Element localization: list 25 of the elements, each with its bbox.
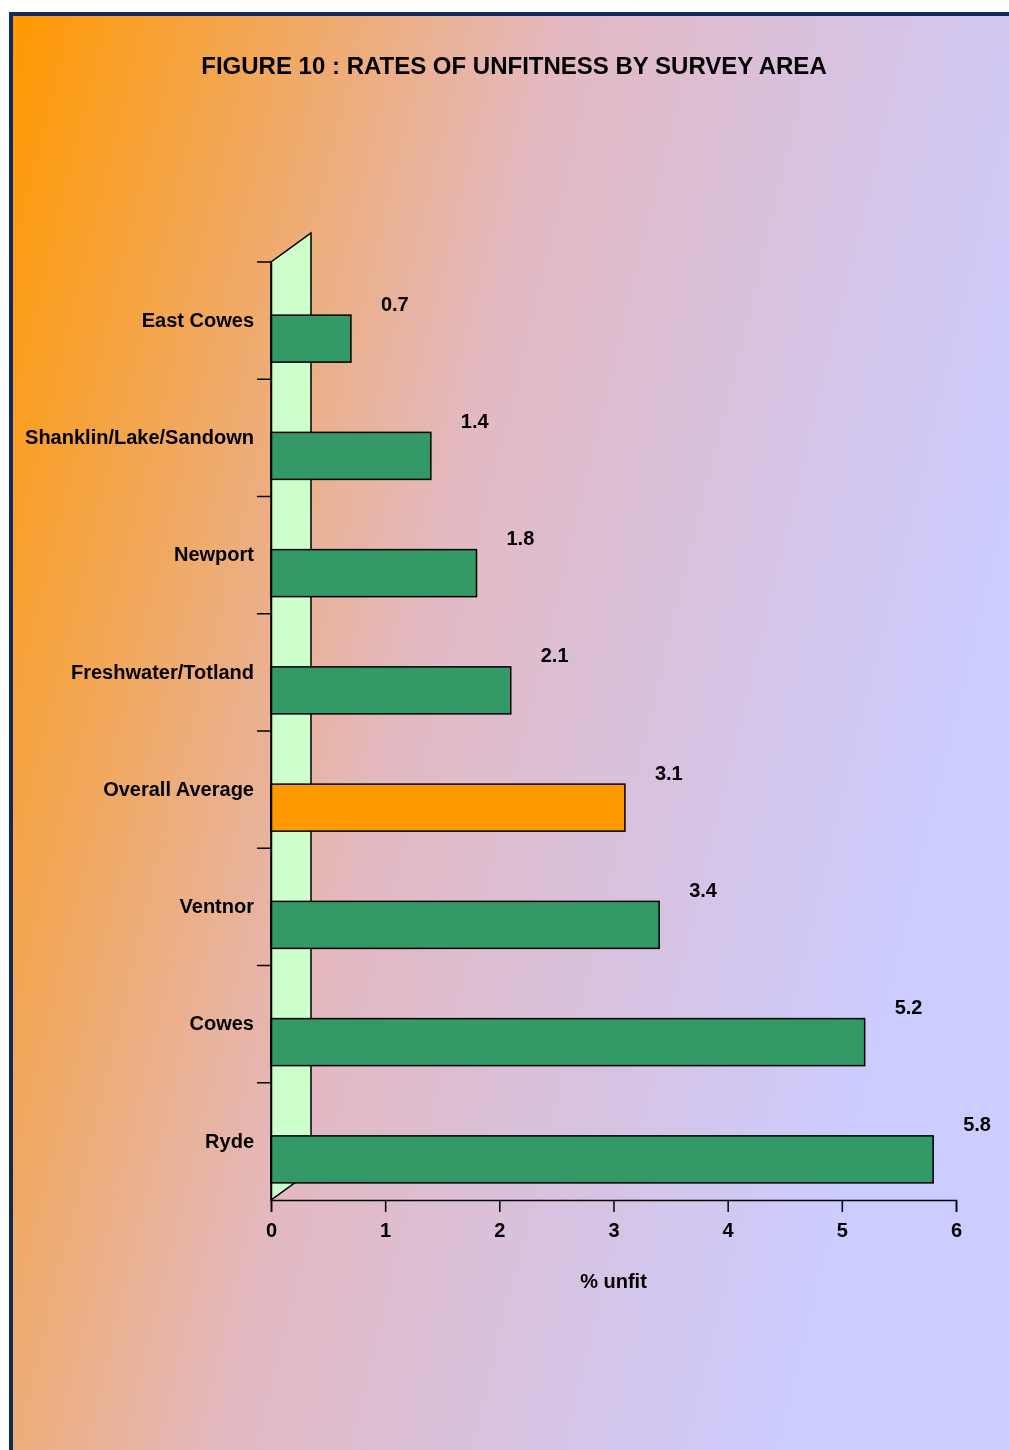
x-tick-label: 2 (494, 1219, 506, 1241)
x-tick-label: 5 (836, 1219, 848, 1241)
y-tick-label: Cowes (189, 1012, 254, 1035)
x-tick-label: 1 (380, 1219, 392, 1241)
y-tick-label: Ryde (205, 1129, 254, 1152)
data-label: 1.4 (460, 409, 490, 432)
y-tick-label: Newport (174, 543, 255, 566)
y-tick-label: Shanklin/Lake/Sandown (25, 426, 254, 449)
y-tick-label: Overall Average (103, 777, 254, 800)
data-label: 3.4 (689, 878, 718, 901)
y-tick-label: Ventnor (179, 895, 255, 918)
data-label: 2.1 (540, 644, 569, 667)
x-tick-label: 0 (265, 1219, 278, 1241)
x-tick-label: 3 (608, 1219, 620, 1241)
data-label: 5.8 (963, 1113, 991, 1136)
data-label: 5.2 (894, 996, 923, 1019)
y-tick-label: East Cowes (141, 308, 254, 331)
x-axis-title: % unfit (580, 1270, 648, 1292)
data-label: 3.1 (654, 761, 683, 784)
chart-title: FIGURE 10 : RATES OF UNFITNESS BY SURVEY AREA (201, 52, 827, 79)
x-tick-label: 6 (950, 1219, 963, 1241)
data-label: 1.8 (506, 527, 535, 550)
y-tick-label: Freshwater/Totland (71, 660, 254, 683)
x-tick-label: 4 (722, 1219, 735, 1241)
data-label: 0.7 (380, 292, 409, 315)
